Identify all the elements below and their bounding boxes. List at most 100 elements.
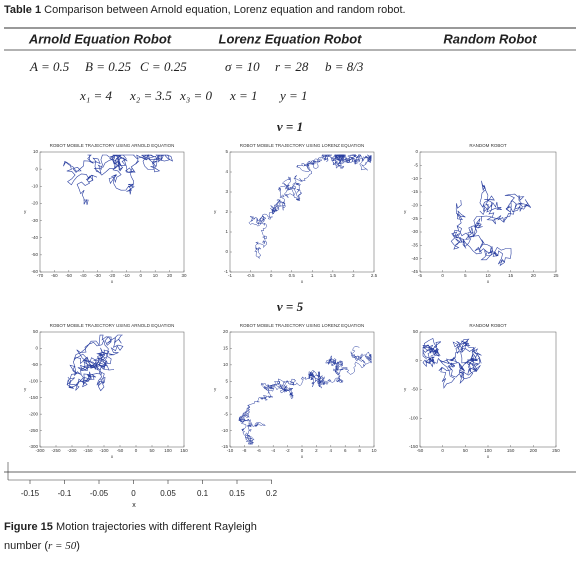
y-tick-label: -10 — [221, 428, 228, 433]
x-tick-label: 1.5 — [330, 273, 337, 278]
y-tick-label: -150 — [409, 444, 419, 449]
x-tick-label: 10 — [153, 273, 159, 278]
plot-frame — [419, 151, 557, 273]
x-tick-label: 1 — [311, 273, 314, 278]
x-axis-label: x — [132, 502, 136, 509]
trajectory — [63, 154, 174, 205]
y-tick-label: 5 — [225, 149, 228, 154]
row-label: v = 5 — [277, 299, 304, 314]
y-tick-label: -45 — [411, 269, 418, 274]
x-tick-label: -2 — [286, 448, 290, 453]
y-tick-label: -10 — [31, 183, 38, 188]
x-tick-label: -20 — [109, 273, 116, 278]
plot-frame — [39, 331, 185, 448]
y-tick-label: -100 — [409, 415, 419, 420]
y-tick-label: -15 — [221, 444, 228, 449]
plot-title: ROBOT MOBILE TRAJECTORY USING LORENZ EQU… — [240, 323, 365, 328]
parameter: B = 0.25 — [85, 59, 131, 74]
plot-title: RANDOM ROBOT — [469, 143, 507, 148]
initial-condition: x₂ = 3.5 — [129, 88, 172, 103]
figure-text: Motion trajectories with different Rayle… — [56, 521, 257, 533]
y-tick-label: 3 — [225, 189, 228, 194]
y-tick-label: -30 — [411, 229, 418, 234]
y-tick-label: -20 — [31, 201, 38, 206]
x-tick-label: 5 — [464, 273, 467, 278]
x-tick-label: -4 — [271, 448, 275, 453]
trajectory — [450, 180, 532, 267]
x-tick-label: 0 — [140, 273, 143, 278]
plot-title: ROBOT MOBILE TRAJECTORY USING ARNOLD EQU… — [50, 143, 175, 148]
parameter: r = 28 — [275, 59, 309, 74]
initial-condition: x₁ = 4 — [79, 88, 113, 103]
x-tick-label: 0.05 — [160, 489, 176, 498]
table-title: Comparison between Arnold equation, Lore… — [44, 4, 405, 16]
plot-frame — [39, 151, 185, 273]
y-axis-label: y — [404, 387, 407, 392]
x-tick-label: 0 — [135, 448, 138, 453]
x-tick-label: 150 — [180, 448, 188, 453]
y-tick-label: -100 — [29, 378, 39, 383]
x-axis-label: x — [487, 279, 490, 284]
x-tick-label: 10 — [371, 448, 377, 453]
y-tick-label: -5 — [414, 163, 418, 168]
y-tick-label: 2 — [225, 209, 228, 214]
y-tick-label: -30 — [31, 218, 38, 223]
plot: RANDOM ROBOT -5 0 5 10 15 20 25 0 -5 -10 -15 -20 -25 -… — [404, 143, 559, 284]
x-tick-label: -150 — [83, 448, 93, 453]
trajectory — [66, 334, 124, 392]
table-caption: Table 1 Comparison between Arnold equati… — [4, 4, 406, 16]
x-tick-label: 0.5 — [289, 273, 296, 278]
x-tick-label: -70 — [37, 273, 44, 278]
plot: ROBOT MOBILE TRAJECTORY USING LORENZ EQU… — [214, 143, 378, 284]
x-tick-label: -200 — [67, 448, 77, 453]
figure-math: r = 50 — [48, 540, 77, 552]
table-label: Table 1 — [4, 4, 41, 16]
x-tick-label: 100 — [164, 448, 172, 453]
trajectory — [248, 154, 372, 259]
y-tick-label: 0 — [415, 358, 418, 363]
x-tick-label: 2 — [315, 448, 318, 453]
plot-frame — [229, 331, 375, 448]
x-axis-label: x — [301, 454, 304, 459]
x-axis-label: x — [111, 279, 114, 284]
x-tick-label: 30 — [181, 273, 187, 278]
column-header: Random Robot — [443, 31, 537, 46]
parameter: σ = 10 — [225, 59, 260, 74]
y-axis-label: y — [404, 209, 407, 214]
x-axis-label: x — [487, 454, 490, 459]
y-axis-label: y — [24, 387, 27, 392]
x-tick-label: -5 — [418, 273, 422, 278]
x-tick-label: 50 — [463, 448, 469, 453]
x-tick-label: 0 — [441, 448, 444, 453]
y-tick-label: -50 — [31, 362, 38, 367]
figure-caption: number (r = 50) — [4, 540, 80, 552]
x-tick-label: 4 — [330, 448, 333, 453]
x-tick-label: 200 — [530, 448, 538, 453]
plot: ROBOT MOBILE TRAJECTORY USING ARNOLD EQU… — [24, 143, 187, 284]
x-tick-label: 150 — [507, 448, 515, 453]
y-tick-label: 50 — [413, 329, 419, 334]
figure-label: Figure 15 — [4, 521, 53, 533]
plot-frame — [419, 331, 557, 448]
x-tick-label: 8 — [358, 448, 361, 453]
figure-text: number ( — [4, 540, 48, 552]
y-tick-label: 50 — [33, 329, 39, 334]
parameter: A = 0.5 — [29, 59, 70, 74]
y-tick-label: -150 — [29, 395, 39, 400]
y-tick-label: 0 — [35, 166, 38, 171]
x-tick-label: 25 — [553, 273, 559, 278]
x-tick-label: -30 — [94, 273, 101, 278]
initial-condition: x = 1 — [229, 88, 258, 103]
x-tick-label: -1 — [228, 273, 232, 278]
y-tick-label: -40 — [411, 256, 418, 261]
x-tick-label: 100 — [484, 448, 492, 453]
y-tick-label: -5 — [224, 411, 228, 416]
x-tick-label: -300 — [35, 448, 45, 453]
x-tick-label: -10 — [227, 448, 234, 453]
x-tick-label: -0.1 — [58, 489, 72, 498]
y-tick-label: 10 — [223, 362, 229, 367]
figure-caption: Figure 15 Motion trajectories with diffe… — [4, 521, 257, 533]
parameter: b = 8/3 — [325, 59, 364, 74]
y-axis-label: y — [214, 209, 217, 214]
